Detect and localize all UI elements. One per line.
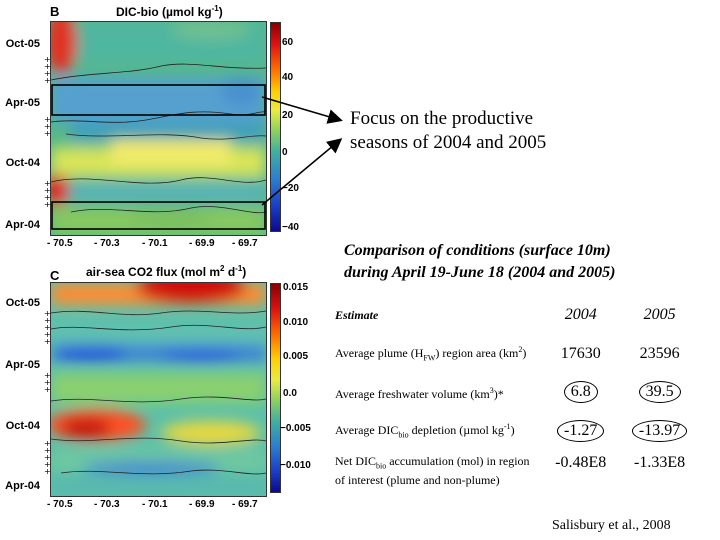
circled-freshwater-2004: 6.8: [563, 381, 598, 403]
panel-c-cbar-tick-0: 0.0: [283, 388, 297, 399]
circled-dic-2005: -13.97: [631, 420, 688, 442]
header-2004: 2004: [564, 306, 597, 323]
panel-c-xtick-3: - 70.1: [142, 499, 168, 510]
cell-dic-2004: -1.27: [541, 410, 620, 452]
cell-dic-2005: -13.97: [620, 410, 699, 452]
panel-c-ytick-oct04: Oct-04: [5, 420, 40, 432]
cell-net-dic-2004: -0.48E8: [555, 454, 607, 471]
panel-c-cbar-tick-0015: 0.015: [283, 282, 309, 293]
panel-c-date-ticks-2: + + +: [44, 371, 51, 394]
panel-b-cbar-tick-40: 40: [282, 72, 294, 83]
panel-b-cbar-tick-0: 0: [282, 147, 288, 158]
panel-b-ytick-apr04: Apr-04: [5, 219, 40, 231]
panel-b-xtick-4: - 69.9: [189, 238, 215, 249]
panel-c-ytick-apr04: Apr-04: [5, 480, 40, 492]
table-row: Average freshwater volume (km3)* 6.8 39.…: [331, 374, 699, 410]
panel-b-ytick-apr05: Apr-05: [5, 97, 40, 109]
cell-net-dic-2005: -1.33E8: [634, 454, 686, 471]
cell-freshwater-2005: 39.5: [620, 374, 699, 410]
panel-b-xtick-5: - 69.7: [232, 238, 258, 249]
panel-b-cbar-tick-20: 20: [282, 110, 294, 121]
panel-b-date-ticks: + + + +: [44, 55, 51, 85]
circled-dic-2004: -1.27: [557, 420, 605, 442]
table-row: Net DICbio accumulation (mol) in region …: [331, 452, 699, 506]
table-row: Average DICbio depletion (µmol kg-1) -1.…: [331, 410, 699, 452]
row-label-plume-area: Average plume (HFW) region area (km2): [335, 345, 527, 363]
focus-annotation-line2: seasons of 2004 and 2005: [350, 132, 547, 153]
panel-c-date-ticks-3: + + + + +: [44, 439, 51, 476]
panel-c-xtick-1: - 70.5: [47, 499, 73, 510]
panel-b-xtick-1: - 70.5: [47, 238, 73, 249]
citation: Salisbury et al., 2008: [552, 518, 671, 533]
comparison-table: Estimate 2004 2005 Average plume (HFW) r…: [331, 296, 699, 506]
cell-plume-area-2004: 17630: [560, 345, 601, 362]
panel-b-ytick-oct05: Oct-05: [5, 38, 40, 50]
panel-c-xtick-4: - 69.9: [189, 499, 215, 510]
header-estimate: Estimate: [335, 307, 379, 322]
header-2005: 2005: [643, 306, 676, 323]
dic-bio-map: [50, 21, 267, 236]
panel-c-cbar-tick-m0010: −0.010: [280, 460, 311, 471]
comparison-title-line2: during April 19-June 18 (2004 and 2005): [344, 264, 616, 281]
cell-plume-area-2005: 23596: [639, 345, 680, 362]
panel-b-cbar-tick-60: 60: [282, 37, 294, 48]
panel-c-title: air-sea CO2 flux (mol m2 d-1): [86, 264, 247, 279]
panel-c-colorbar: [270, 283, 281, 493]
circled-freshwater-2005: 39.5: [638, 381, 681, 403]
dic-bio-heatmap: [51, 22, 266, 235]
panel-c-ytick-apr05: Apr-05: [5, 359, 40, 371]
arrow-to-2005-box: [261, 96, 343, 124]
cell-freshwater-2004: 6.8: [541, 374, 620, 410]
panel-b-colorbar: [270, 22, 281, 232]
panel-b-date-ticks-2: + + +: [44, 115, 51, 138]
panel-c-cbar-tick-0005: 0.005: [283, 351, 309, 362]
comparison-title-line1: Comparison of conditions (surface 10m): [344, 242, 611, 259]
panel-b-xtick-3: - 70.1: [142, 238, 168, 249]
panel-b-cbar-tick-m40: −40: [282, 222, 299, 233]
panel-b-xtick-2: - 70.3: [94, 238, 120, 249]
table-header-row: Estimate 2004 2005: [331, 296, 699, 334]
panel-b-letter: B: [50, 4, 60, 19]
panel-c-cbar-tick-0010: 0.010: [283, 317, 309, 328]
row-label-freshwater-volume: Average freshwater volume (km3)*: [335, 385, 504, 401]
panel-b-date-ticks-3: + + + +: [44, 179, 51, 209]
panel-c-date-ticks: + + + + +: [44, 309, 51, 346]
panel-c-letter: C: [50, 268, 60, 283]
comparison-title: Comparison of conditions (surface 10m) d…: [344, 240, 615, 284]
co2-flux-heatmap: [51, 283, 266, 496]
panel-c-xtick-5: - 69.7: [232, 499, 258, 510]
arrow-to-2004-box: [261, 138, 343, 206]
table-row: Average plume (HFW) region area (km2) 17…: [331, 334, 699, 374]
panel-c-ytick-oct05: Oct-05: [5, 297, 40, 309]
panel-b-ytick-oct04: Oct-04: [5, 157, 40, 169]
panel-b-title: DIC-bio (µmol kg-1): [116, 4, 223, 19]
co2-flux-map: [50, 282, 267, 497]
focus-annotation-line1: Focus on the productive: [350, 108, 534, 129]
focus-annotation: Focus on the productive seasons of 2004 …: [350, 107, 546, 155]
row-label-dic-depletion: Average DICbio depletion (µmol kg-1): [335, 422, 515, 440]
panel-c-xtick-2: - 70.3: [94, 499, 120, 510]
row-label-net-dic: Net DICbio accumulation (mol) in region …: [335, 454, 530, 488]
panel-c-cbar-tick-m0005: −0.005: [280, 423, 311, 434]
panel-b-cbar-tick-m20: −20: [282, 183, 299, 194]
